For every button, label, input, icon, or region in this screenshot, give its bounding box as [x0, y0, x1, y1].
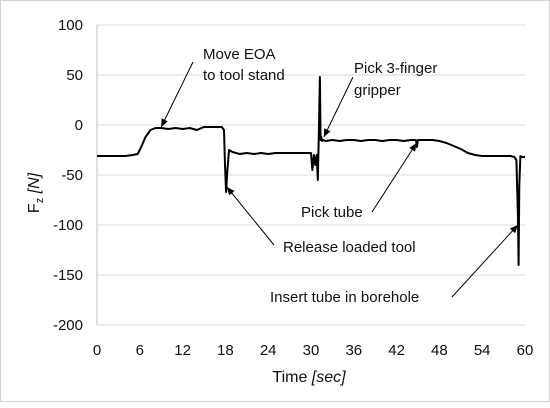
annotation-line: Move EOA	[203, 46, 276, 63]
annotation-label: Insert tube in borehole	[270, 289, 419, 306]
annotation-arrow-line	[451, 224, 519, 298]
x-tick-label: 60	[517, 342, 534, 359]
x-tick-label: 24	[260, 342, 277, 359]
tick-labels: 100 50 0 -50 -100 -150 -200 0 6 12 18 24 30 36 42 48 54 6…	[53, 17, 533, 359]
annotation-arrow-line	[323, 76, 354, 138]
annotation-arrowhead	[323, 128, 331, 137]
y-axis-title-sub: z	[34, 198, 46, 204]
annotations: Move EOA to tool stand Pick 3-finger grippe…	[160, 46, 519, 306]
y-tick-label: 50	[66, 67, 83, 84]
annotation-label: Pick tube	[301, 204, 363, 221]
x-tick-label: 48	[431, 342, 448, 359]
y-tick-label: -200	[53, 317, 83, 334]
annotation-line: Pick 3-finger	[354, 60, 437, 77]
annotation-label: Pick 3-finger gripper	[354, 60, 437, 99]
gridlines	[97, 24, 525, 326]
x-tick-label: 30	[303, 342, 320, 359]
annotation-arrow-line	[160, 61, 194, 128]
annotation-arrowhead	[226, 187, 235, 196]
y-tick-label: 0	[75, 117, 83, 134]
x-tick-label: 6	[136, 342, 144, 359]
x-tick-label: 36	[345, 342, 362, 359]
x-axis-title-unit: [sec]	[311, 369, 346, 386]
annotation-line: to tool stand	[203, 67, 285, 84]
series-line-fz	[97, 76, 525, 266]
annotation-arrowhead	[409, 143, 417, 152]
y-tick-label: -150	[53, 267, 83, 284]
y-tick-label: -100	[53, 217, 83, 234]
y-tick-label: -50	[61, 167, 83, 184]
annotation-label: Move EOA to tool stand	[203, 46, 285, 84]
series-layer	[97, 76, 525, 266]
y-tick-label: 100	[58, 17, 83, 34]
annotation-line: Pick tube	[301, 204, 363, 221]
x-tick-label: 42	[388, 342, 405, 359]
annotation-line: Insert tube in borehole	[270, 289, 419, 306]
y-axis-title-main: F	[26, 203, 43, 213]
annotation-line: gripper	[354, 82, 401, 99]
annotation-arrow-line	[371, 142, 417, 213]
annotation-arrowhead	[509, 225, 518, 234]
annotation-arrowhead	[161, 118, 168, 127]
annotation-line: Release loaded tool	[283, 239, 416, 256]
annotation-arrow-line	[226, 186, 275, 246]
x-axis-title-main: Time	[272, 369, 311, 386]
y-axis-title: Fz [N]	[26, 172, 46, 213]
x-axis-title: Time [sec]	[272, 369, 346, 386]
x-tick-label: 12	[174, 342, 191, 359]
x-tick-label: 18	[217, 342, 234, 359]
x-tick-label: 0	[93, 342, 101, 359]
x-tick-label: 54	[474, 342, 491, 359]
annotation-label: Release loaded tool	[283, 239, 416, 256]
y-axis-title-unit: [N]	[26, 172, 43, 197]
